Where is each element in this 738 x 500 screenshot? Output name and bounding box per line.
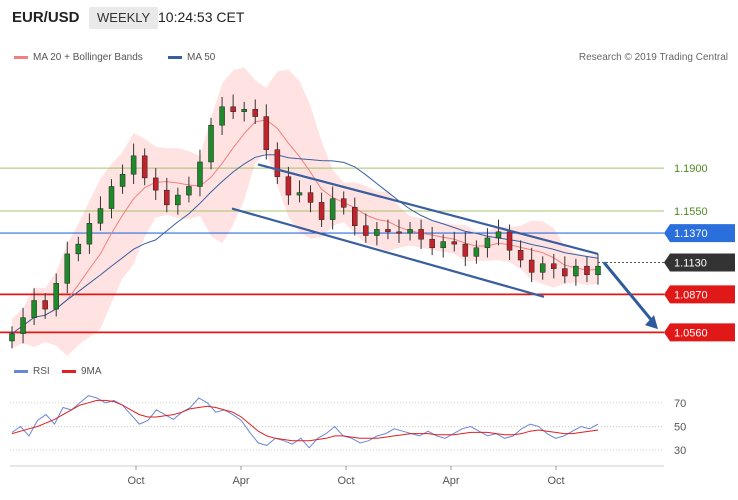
candle-body (462, 243, 469, 257)
candle-body (97, 208, 104, 224)
level-label-1.1900: 1.1900 (674, 163, 708, 175)
candle-body (396, 231, 402, 234)
ma50-line (11, 154, 599, 335)
legend-rsi: RSI (14, 366, 50, 377)
candle-body (64, 253, 71, 284)
level-label-1.1130: 1.1130 (674, 257, 707, 269)
x-tick-label: Oct (337, 475, 354, 487)
candle-body (352, 207, 358, 226)
ma9-swatch (62, 369, 76, 373)
chart-header: EUR/USD WEEKLY 10:24:53 CET (0, 0, 738, 36)
candle-body (252, 108, 258, 117)
candle-body (274, 149, 281, 177)
candle-body (451, 241, 458, 245)
candle-body (495, 231, 502, 239)
candle-body (517, 249, 524, 261)
rsi-tick-label: 70 (674, 398, 686, 410)
candle-body (506, 231, 513, 251)
candle-body (75, 243, 82, 255)
rsi-tick-label: 30 (674, 445, 686, 457)
level-badge-1.0870 (664, 285, 735, 304)
legend-9ma-label: 9MA (81, 366, 102, 377)
candle-body (197, 161, 203, 187)
candle-body (363, 225, 369, 236)
channel-lower-line (231, 207, 545, 298)
candle-body (429, 238, 435, 249)
timeframe-badge[interactable]: WEEKLY (89, 7, 159, 29)
candle-body (108, 186, 115, 209)
candle-body (329, 198, 336, 220)
candle-body (374, 229, 380, 236)
legend-9ma: 9MA (62, 366, 102, 377)
x-tick-label: Apr (442, 475, 459, 487)
candle-body (528, 259, 535, 273)
candle-body (9, 333, 15, 342)
legend-rsi-label: RSI (33, 366, 50, 377)
candle-body (573, 265, 579, 277)
candle-body (551, 263, 557, 269)
candle-body (562, 268, 568, 277)
symbol-label: EUR/USD (12, 9, 80, 26)
level-label-1.0560: 1.0560 (674, 327, 708, 339)
candle-body (539, 263, 546, 273)
candle-body (164, 189, 170, 206)
clock-label: 10:24:53 CET (158, 9, 245, 25)
candle-body (263, 116, 270, 150)
candle-body (241, 108, 247, 112)
candle-body (42, 300, 48, 310)
rsi-swatch (14, 369, 28, 373)
candle-body (484, 237, 491, 249)
candle-body (473, 247, 480, 257)
candle-body (584, 265, 590, 276)
channel-upper-line (257, 163, 599, 255)
candle-body (119, 173, 126, 187)
x-tick-label: Oct (127, 475, 144, 487)
candle-body (219, 106, 225, 126)
legend-ma20: MA 20 + Bollinger Bands (14, 52, 143, 63)
candle-body (307, 192, 314, 203)
ma20-swatch (14, 55, 28, 59)
candle-body (440, 241, 446, 249)
candle-body (407, 229, 413, 234)
ma50-swatch (168, 55, 182, 59)
credit-text: Research © 2019 Trading Central (578, 52, 728, 63)
candle-body (318, 202, 325, 220)
candle-body (20, 317, 26, 334)
legend-ma20-label: MA 20 + Bollinger Bands (33, 52, 143, 63)
candle-body (31, 300, 37, 318)
candle-body (130, 155, 137, 175)
projection-arrow-line (602, 261, 656, 325)
level-label-1.1370: 1.1370 (674, 228, 708, 240)
x-tick-label: Oct (547, 475, 564, 487)
rsi-line (11, 395, 599, 449)
candle-body (230, 106, 236, 112)
legend-ma50-label: MA 50 (187, 52, 216, 63)
x-tick-label: Apr (232, 475, 249, 487)
candle-body (186, 186, 192, 196)
rsi-tick-label: 50 (674, 421, 686, 433)
candle-body (208, 124, 214, 163)
bollinger-band (12, 67, 598, 356)
candle-body (152, 177, 159, 191)
rsi-9ma-line (11, 399, 599, 442)
candle-body (296, 192, 303, 196)
candle-body (418, 229, 424, 240)
candle-body (141, 155, 148, 179)
candle-body (86, 223, 93, 245)
candle-body (175, 194, 181, 206)
legend-ma50: MA 50 (168, 52, 215, 63)
projection-arrow-head (645, 315, 658, 330)
candle-body (595, 265, 601, 276)
level-label-1.0870: 1.0870 (674, 289, 708, 301)
level-badge-1.1370 (664, 224, 735, 243)
level-badge-1.0560 (664, 323, 735, 342)
candle-body (340, 198, 347, 208)
candle-body (285, 176, 292, 196)
candle-body (53, 283, 59, 310)
level-label-1.1550: 1.1550 (674, 206, 708, 218)
candle-body (385, 229, 391, 233)
ma20-line (11, 119, 599, 335)
level-badge-1.1130 (664, 253, 735, 272)
